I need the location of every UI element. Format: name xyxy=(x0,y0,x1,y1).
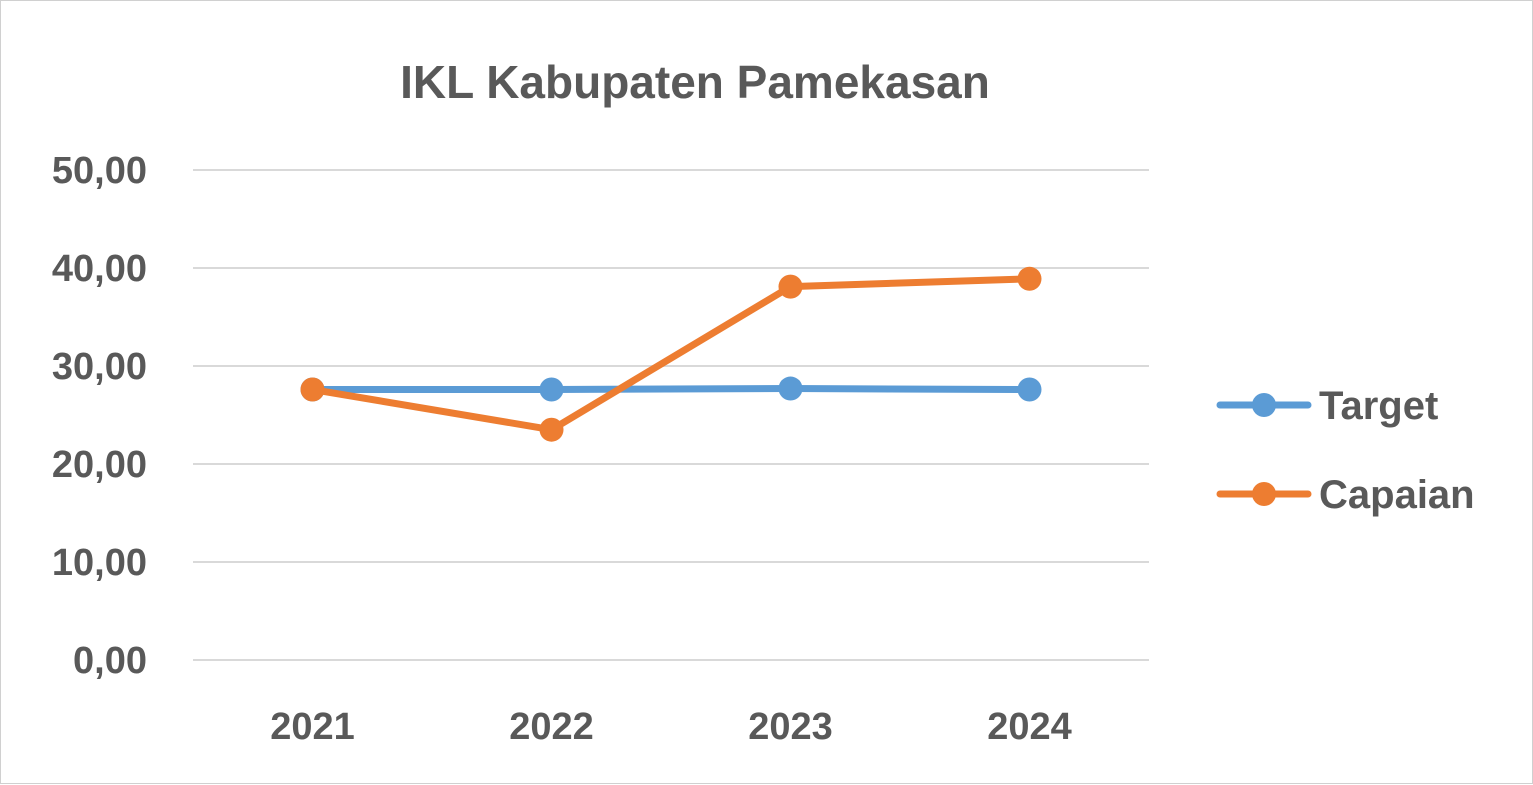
x-tick-label: 2022 xyxy=(509,706,594,748)
x-tick-label: 2023 xyxy=(748,706,833,748)
y-axis-ticks: 0,00 10,00 20,00 30,00 40,00 50,00 xyxy=(52,150,147,682)
series-target xyxy=(300,376,1042,402)
y-tick-label: 20,00 xyxy=(52,444,147,486)
x-axis-ticks: 2021 2022 2023 2024 xyxy=(270,706,1072,748)
data-point xyxy=(1017,377,1042,402)
x-tick-label: 2021 xyxy=(270,706,355,748)
y-tick-label: 10,00 xyxy=(52,542,147,584)
legend-marker-icon xyxy=(1252,482,1276,506)
x-tick-label: 2024 xyxy=(987,706,1072,748)
y-tick-label: 30,00 xyxy=(52,346,147,388)
legend-item: Target xyxy=(1216,384,1438,428)
data-point xyxy=(300,377,325,402)
data-point xyxy=(539,377,564,402)
legend-label: Target xyxy=(1319,384,1438,428)
chart-title: IKL Kabupaten Pamekasan xyxy=(400,56,990,108)
y-tick-label: 0,00 xyxy=(73,640,147,682)
legend: Target Capaian xyxy=(1216,384,1475,517)
data-point xyxy=(539,417,564,442)
data-point xyxy=(778,274,803,299)
y-tick-label: 40,00 xyxy=(52,248,147,290)
series-line xyxy=(309,275,1033,434)
series-line xyxy=(309,385,1033,394)
data-point xyxy=(778,376,803,401)
y-tick-label: 50,00 xyxy=(52,150,147,192)
series-lines xyxy=(300,266,1042,442)
data-point xyxy=(1017,266,1042,291)
legend-marker-icon xyxy=(1252,393,1276,417)
series-capaian xyxy=(300,266,1042,442)
legend-item: Capaian xyxy=(1216,473,1475,517)
legend-label: Capaian xyxy=(1319,473,1475,517)
gridlines xyxy=(193,169,1149,661)
